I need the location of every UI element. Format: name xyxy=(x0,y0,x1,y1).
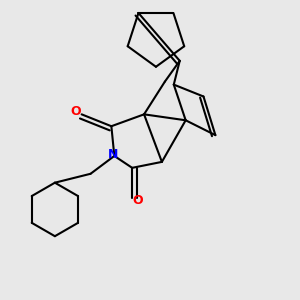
Text: O: O xyxy=(133,194,143,207)
Text: N: N xyxy=(108,148,118,161)
Text: O: O xyxy=(70,105,81,118)
